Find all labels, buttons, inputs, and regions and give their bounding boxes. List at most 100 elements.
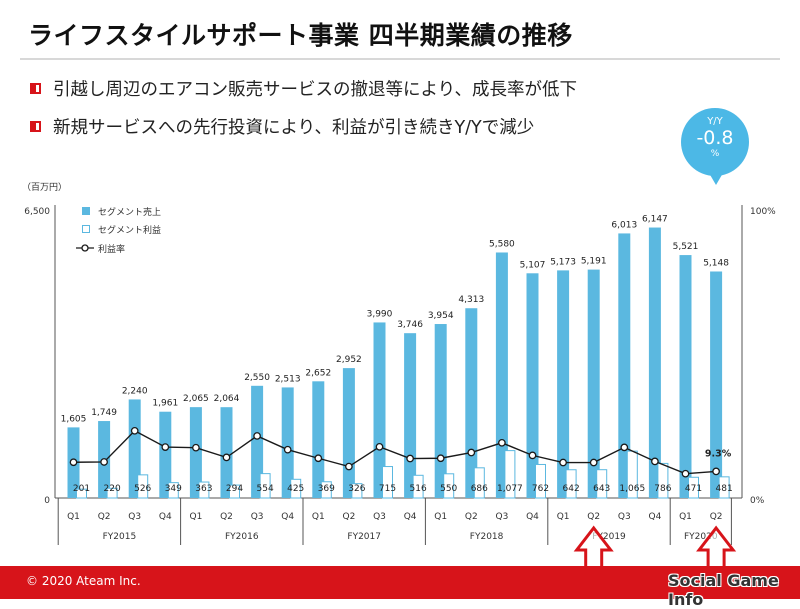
fiscal-year-label: FY2019 <box>592 532 626 542</box>
up-arrow-icon <box>696 525 737 566</box>
profit-data-label: 1,077 <box>497 484 523 494</box>
profit-bar <box>229 484 240 499</box>
sales-data-label: 1,961 <box>152 399 178 409</box>
quarter-tick-label: Q3 <box>373 512 386 522</box>
sales-data-label: 5,191 <box>581 257 607 267</box>
profit-bar <box>351 483 363 499</box>
sales-data-label: 5,107 <box>520 260 546 270</box>
margin-point <box>69 458 78 467</box>
profit-data-label: 715 <box>379 484 396 494</box>
bullet-text: 新規サービスへの先行投資により、利益が引き続きY/Yで減少 <box>53 118 535 138</box>
sales-bar <box>557 270 570 498</box>
profit-bar <box>535 463 546 499</box>
bullet-point: 新規サービスへの先行投資により、利益が引き続きY/Yで減少 <box>30 114 534 139</box>
legend-label: セグメント利益 <box>98 224 161 236</box>
margin-series-line <box>73 429 717 475</box>
legend-profit-swatch <box>82 225 90 233</box>
sales-bar <box>342 368 355 498</box>
profit-data-label: 201 <box>73 484 90 494</box>
sales-data-label: 1,749 <box>91 408 117 418</box>
fiscal-year-label: FY2018 <box>470 532 504 542</box>
profit-data-label: 425 <box>287 484 304 494</box>
profit-bar <box>657 462 669 499</box>
copyright-text: © 2020 Ateam Inc. <box>26 574 141 588</box>
sales-data-label: 2,952 <box>336 355 362 365</box>
margin-point <box>161 443 170 451</box>
sales-bar <box>526 273 539 498</box>
profit-bar <box>106 487 118 499</box>
profit-data-label: 363 <box>195 484 212 494</box>
bullet-text: 引越し周辺のエアコン販売サービスの撤退等により、成長率が低下 <box>53 80 577 100</box>
sales-bar <box>373 322 386 498</box>
profit-data-label: 643 <box>593 484 610 494</box>
sales-data-label: 2,065 <box>183 394 209 404</box>
quarter-tick-label: Q4 <box>526 512 539 522</box>
sales-data-label: 1,605 <box>61 414 87 424</box>
sales-bar <box>159 411 172 498</box>
profit-bar <box>718 476 730 499</box>
margin-point <box>406 454 414 463</box>
profit-bar <box>443 473 455 499</box>
quarter-tick-label: Q3 <box>618 512 631 522</box>
quarter-tick-label: Q2 <box>98 512 111 522</box>
quarter-tick-label: Q1 <box>67 512 80 522</box>
quarter-tick-label: Q2 <box>587 512 600 522</box>
profit-bar <box>137 474 149 499</box>
callout-yoy-label: Y/Y <box>707 116 723 127</box>
legend-label: セグメント売上 <box>98 206 161 218</box>
profit-bar <box>504 450 516 499</box>
margin-point <box>192 443 200 452</box>
sales-data-label: 2,513 <box>275 374 301 384</box>
yoy-callout-badge: Y/Y -0.8 % <box>681 108 749 185</box>
sales-data-label: 6,147 <box>642 215 668 225</box>
footer-bar: © 2020 Ateam Inc. <box>0 566 800 599</box>
left-axis-tick-label: 0 <box>44 496 50 506</box>
quarter-tick-label: Q4 <box>281 512 294 522</box>
margin-point <box>620 443 629 452</box>
margin-point <box>375 442 384 451</box>
profit-bar <box>382 466 393 499</box>
bullet-square-icon <box>30 83 41 94</box>
margin-point <box>436 454 445 463</box>
margin-point <box>100 458 108 466</box>
legend-label: 利益率 <box>98 243 125 255</box>
title-divider <box>20 58 780 60</box>
profit-data-label: 786 <box>654 484 671 494</box>
sales-data-label: 6,013 <box>611 220 637 230</box>
profit-bar <box>76 488 87 499</box>
profit-bar <box>412 474 424 499</box>
quarter-tick-label: Q3 <box>128 512 141 522</box>
profit-bar <box>167 482 179 499</box>
profit-data-label: 550 <box>440 484 457 494</box>
profit-data-label: 526 <box>134 484 151 494</box>
sales-data-label: 2,550 <box>244 373 270 383</box>
profit-bar <box>259 473 271 499</box>
profit-bar <box>198 481 210 499</box>
fiscal-year-label: FY2017 <box>347 532 381 542</box>
profit-data-label: 369 <box>318 484 335 494</box>
quarter-tick-label: Q4 <box>648 512 661 522</box>
right-axis-tick-label: 100% <box>750 207 776 217</box>
profit-data-label: 1,065 <box>619 484 645 494</box>
sales-bar <box>189 407 202 498</box>
margin-point <box>589 458 598 467</box>
fiscal-year-label: FY2016 <box>225 532 259 542</box>
right-axis-tick-label: 0% <box>750 496 765 506</box>
margin-point <box>559 458 567 467</box>
sales-bar <box>587 269 600 498</box>
sales-data-label: 3,746 <box>397 320 423 330</box>
quarter-tick-label: Q3 <box>495 512 508 522</box>
sales-data-label: 2,240 <box>122 386 148 396</box>
quarter-tick-label: Q2 <box>342 512 355 522</box>
sales-bar <box>679 255 692 498</box>
profit-bar <box>688 476 699 499</box>
quarter-tick-label: Q3 <box>251 512 264 522</box>
margin-point <box>681 469 690 478</box>
axis-unit-label: （百万円） <box>22 182 67 193</box>
callout-value: -0.8 <box>696 127 734 149</box>
profit-data-label: 554 <box>257 484 274 494</box>
quarter-tick-label: Q1 <box>434 512 447 522</box>
quarter-tick-label: Q1 <box>189 512 202 522</box>
sales-data-label: 3,990 <box>367 309 393 319</box>
